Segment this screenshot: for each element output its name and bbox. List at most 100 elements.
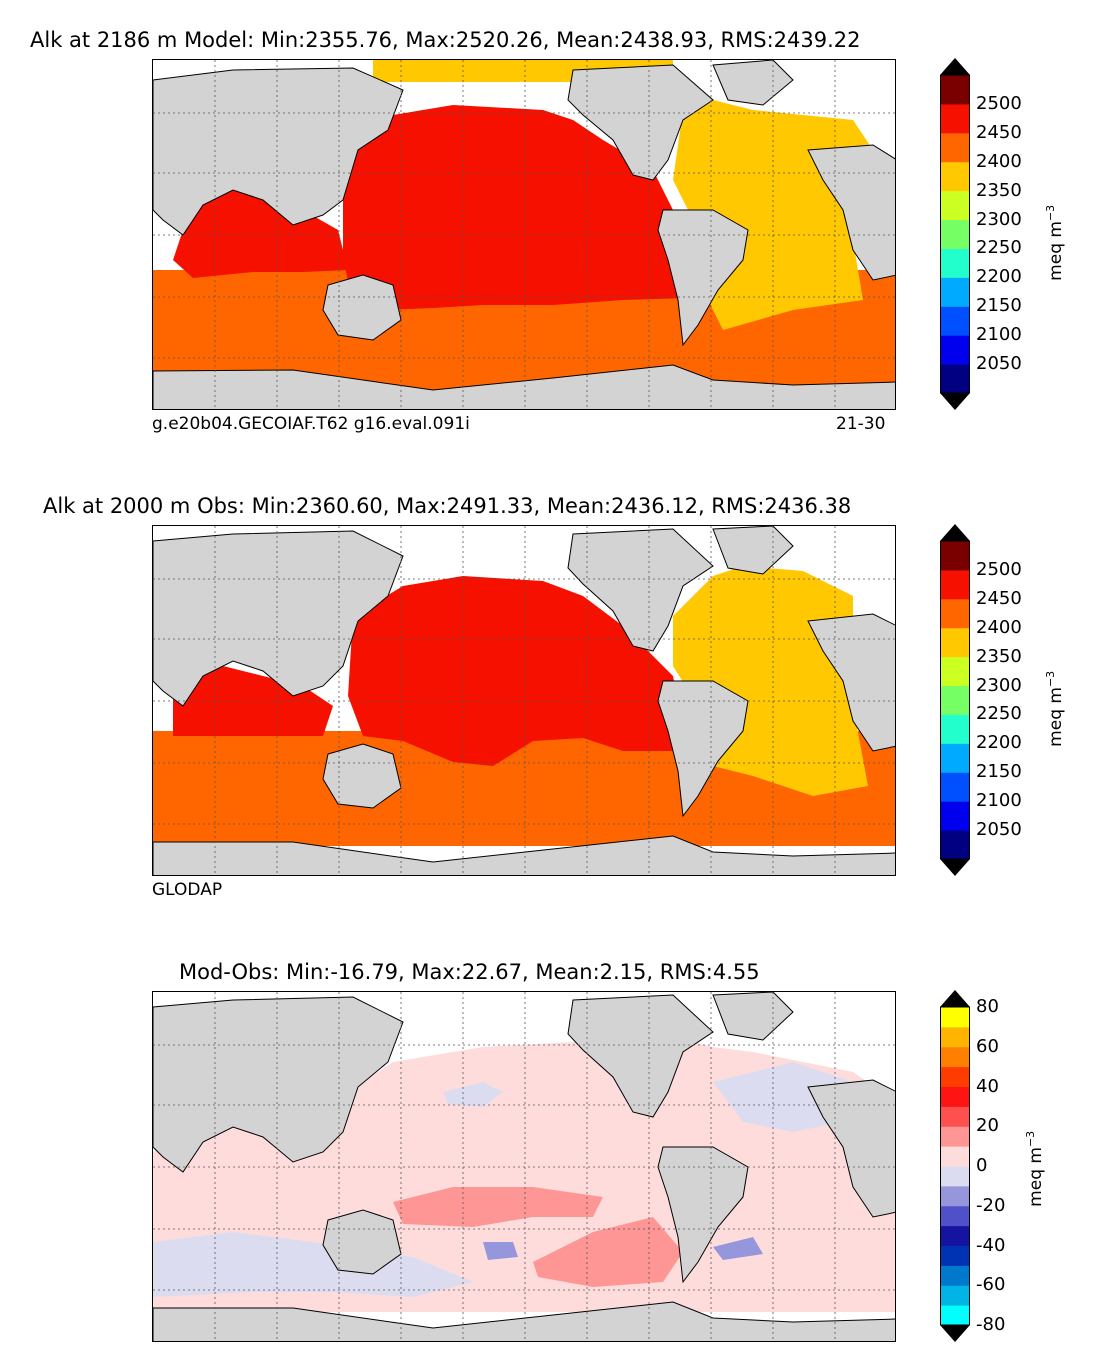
panel1-land	[153, 60, 895, 409]
panel3-colorbar-frame	[940, 1006, 970, 1326]
panel1-colorbar-tick-label: 2300	[976, 208, 1022, 230]
panel1-footer-left: g.e20b04.GECOIAF.T62 g16.eval.091i	[152, 414, 470, 434]
panel1-land-north-america	[567, 64, 714, 181]
panel2-colorbar-label: meq m−3	[1044, 670, 1066, 747]
panel3-colorbar-segment	[940, 1185, 970, 1207]
panel2-colorbar-tick-label: 2400	[976, 616, 1022, 638]
panel3-colorbar-segment	[940, 1265, 970, 1286]
panel3-colorbar-segment	[940, 1007, 970, 1028]
panel2-colorbar-tick-label: 2050	[976, 819, 1022, 841]
panel3-southern-neg	[153, 1232, 473, 1297]
panel1-colorbar-segment	[940, 219, 970, 249]
panel3-land-south-america	[657, 1146, 749, 1284]
panel2-land-africa	[807, 613, 895, 752]
panel3-wpac-band	[393, 1187, 603, 1227]
panel1-colorbar-tick-label: 2250	[976, 237, 1022, 259]
panel3-colorbar-tick-label: -40	[976, 1234, 1006, 1256]
panel2-title: Alk at 2000 m Obs: Min:2360.60, Max:2491…	[43, 494, 852, 518]
panel2-colorbar-segment	[940, 569, 970, 600]
panel2-colorbar-tick-label: 2100	[976, 790, 1022, 812]
panel1-gridlines	[153, 60, 895, 409]
panel2-colorbar-segment	[940, 830, 970, 860]
panel1-land-australia	[322, 274, 402, 341]
panel2-pacific	[348, 576, 688, 766]
panel1-colorbar-segment	[940, 277, 970, 307]
panel3-colorbar-segment	[940, 1046, 970, 1068]
panel3-colorbar-segment	[940, 1285, 970, 1306]
panel3-colorbar-segment	[940, 1126, 970, 1147]
panel2-map-svg	[153, 526, 895, 875]
panel3-colorbar-tick-label: -80	[976, 1314, 1006, 1335]
panel3-colorbar-tick-label: -20	[976, 1194, 1006, 1216]
panel2-colorbar-segment	[940, 714, 970, 744]
panel1-land-antarctica	[153, 364, 895, 409]
panel2-land-eurasia	[153, 530, 404, 707]
panel2-colorbar-segment	[940, 541, 970, 571]
panel3-land-antarctica	[153, 1301, 895, 1341]
panel2-colorbar-tick-label: 2250	[976, 703, 1022, 725]
panel1-colorbar	[940, 58, 970, 410]
panel1-colorbar-segment	[940, 75, 970, 105]
panel1-colorbar-tick-label: 2150	[976, 295, 1022, 317]
panel1-colorbar-segment	[940, 335, 970, 365]
panel2-colorbar-segment	[940, 656, 970, 687]
panel3-land-eurasia	[153, 996, 404, 1173]
panel2-colorbar-tick-label: 2350	[976, 645, 1022, 667]
panel2-colorbar-tick-label: 2200	[976, 732, 1022, 754]
panel1-colorbar-extend-min	[940, 393, 970, 410]
panel2-footer-left: GLODAP	[152, 880, 223, 900]
panel3-colorbar-segment	[940, 1146, 970, 1167]
panel3-land-africa	[807, 1079, 895, 1218]
panel3-gridlines	[153, 992, 895, 1341]
panel1-colorbar-tick-label: 2200	[976, 266, 1022, 288]
panel1-pacific	[343, 105, 688, 310]
panel3-colorbar-segment	[940, 1086, 970, 1107]
panel3-colorbar-tick-label: -60	[976, 1274, 1006, 1296]
panel2-land	[153, 526, 895, 875]
panel1-colorbar-segment	[940, 161, 970, 192]
panel3-land	[153, 992, 895, 1341]
panel1-title: Alk at 2186 m Model: Min:2355.76, Max:25…	[30, 28, 861, 52]
panel3-colorbar-segment	[940, 1026, 970, 1048]
panel3-land-australia	[322, 1209, 402, 1275]
panel3-colorbar-tick-label: 80	[976, 996, 999, 1017]
panel3-pacific-neg	[443, 1082, 503, 1107]
panel1-colorbar-label: meq m−3	[1044, 204, 1066, 281]
panel3-colorbar-extend-max	[940, 990, 970, 1007]
panel3-atlantic-neg	[713, 1062, 853, 1132]
panel1-colorbar-tick-label: 2050	[976, 353, 1022, 375]
panel2-colorbar-tick-label: 2500	[976, 558, 1022, 580]
panel3-colorbar-svg	[940, 990, 970, 1342]
panel3-colorbar-segment	[940, 1225, 970, 1246]
panel3-colorbar-segment	[940, 1305, 970, 1326]
panel3-colorbar	[940, 990, 970, 1342]
panel1-colorbar-segment	[940, 248, 970, 278]
panel1-colorbar-tick-label: 2500	[976, 92, 1022, 114]
panel2-colorbar-segment	[940, 801, 970, 831]
panel3-colorbar-tick-label: 40	[976, 1075, 999, 1097]
panel2-colorbar-tick-label: 2300	[976, 674, 1022, 696]
panel3-colorbar-tick-label: 60	[976, 1035, 999, 1057]
panel2-colorbar-segment	[940, 772, 970, 802]
panel3-spac-patch	[533, 1217, 683, 1287]
panel2-colorbar-segment	[940, 685, 970, 715]
panel2-land-australia	[322, 743, 402, 809]
panel3-satl-neg	[713, 1237, 763, 1260]
panel3-map	[152, 991, 896, 1342]
panel1-colorbar-segment	[940, 103, 970, 134]
panel3-colorbar-extend-min	[940, 1325, 970, 1342]
panel3-colorbar-segment	[940, 1066, 970, 1087]
panel2-gridlines	[153, 526, 895, 875]
panel3-colorbar-tick-label: 0	[976, 1155, 988, 1176]
panel1-map	[152, 59, 896, 410]
panel2-colorbar-tick-label: 2450	[976, 587, 1022, 609]
panel1-colorbar-segment	[940, 364, 970, 394]
panel2-colorbar-segment	[940, 598, 970, 629]
panel2-map	[152, 525, 896, 876]
panel2-colorbar-segment	[940, 743, 970, 773]
panel1-land-africa	[807, 144, 895, 281]
panel3-colorbar-segment	[940, 1205, 970, 1227]
panel1-colorbar-tick-label: 2450	[976, 121, 1022, 143]
panel2-colorbar-tick-label: 2150	[976, 761, 1022, 783]
panel2-colorbar-extend-max	[940, 524, 970, 541]
